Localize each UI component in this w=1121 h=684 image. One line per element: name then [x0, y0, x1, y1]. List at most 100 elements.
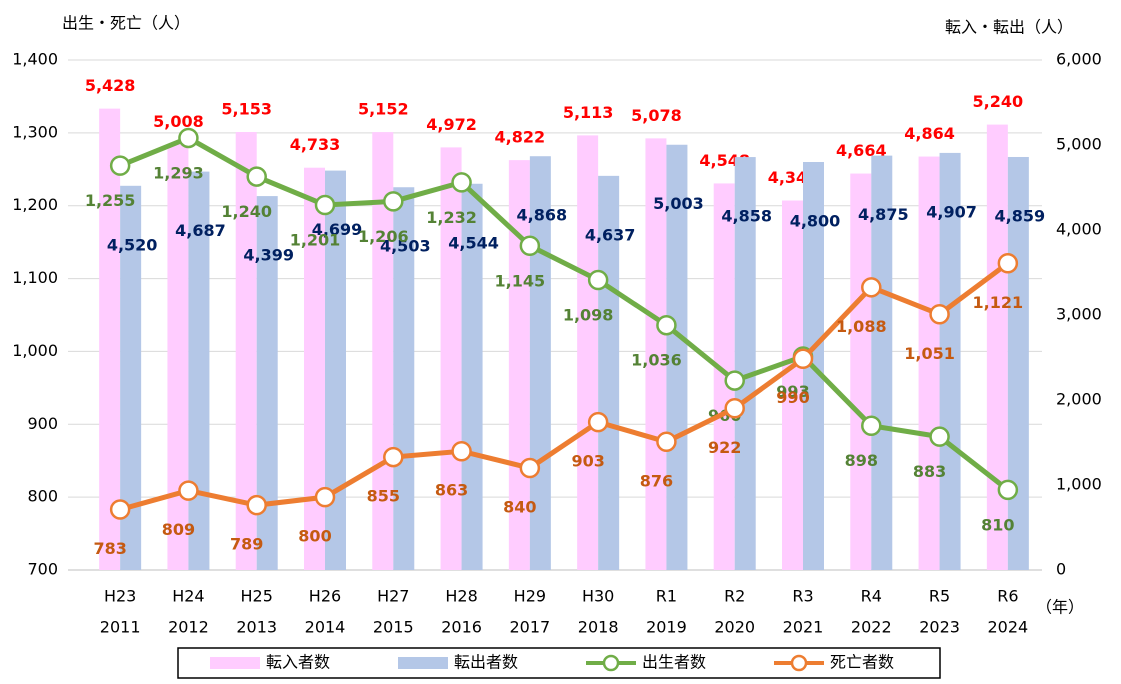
- x-tick-label: H28: [445, 587, 477, 606]
- point: [178, 480, 199, 501]
- data-label: 4,687: [175, 221, 226, 240]
- bar: [393, 187, 415, 570]
- y-tick-label: 1,400: [12, 50, 58, 69]
- y-axis-title: 出生・死亡（人）: [62, 14, 190, 33]
- y-tick-label: 900: [27, 414, 58, 433]
- point: [451, 172, 472, 193]
- point: [519, 457, 541, 479]
- bar: [188, 171, 210, 571]
- x-axis-title: （年）: [1036, 598, 1084, 617]
- y2-tick-label: 2,000: [1056, 390, 1102, 409]
- x-tick-label: 2017: [509, 618, 550, 637]
- data-label: 1,121: [973, 293, 1024, 312]
- bar: [120, 185, 142, 571]
- data-label: 876: [640, 471, 673, 490]
- data-label: 4,503: [380, 237, 431, 256]
- data-label: 5,152: [358, 100, 409, 119]
- bar: [304, 167, 325, 570]
- x-tick-label: H30: [582, 587, 614, 606]
- x-tick-label: R2: [724, 587, 745, 606]
- bar: [235, 131, 257, 570]
- x-tick-label: 2014: [305, 618, 346, 637]
- data-label: 4,637: [585, 225, 636, 244]
- point: [451, 440, 472, 462]
- x-tick-label: H24: [172, 587, 204, 606]
- data-label: 863: [435, 481, 468, 500]
- data-label: 4,800: [790, 212, 841, 231]
- data-label: 903: [571, 452, 604, 471]
- point: [314, 486, 336, 508]
- legend-label: 出生者数: [642, 653, 706, 672]
- data-label: 1,293: [153, 163, 204, 182]
- point: [929, 426, 950, 447]
- point: [724, 370, 745, 391]
- x-tick-label: 2012: [168, 618, 209, 637]
- x-tick-label: H27: [377, 587, 409, 606]
- data-label: 1,088: [836, 317, 887, 336]
- line: [119, 261, 1010, 512]
- data-label: 855: [367, 487, 400, 506]
- y2-axis-title: 転入・転出（人）: [945, 18, 1073, 37]
- data-label: 990: [776, 388, 809, 407]
- x-tick-label: H25: [241, 587, 273, 606]
- data-label: 5,078: [631, 106, 682, 125]
- point: [997, 253, 1019, 274]
- point: [587, 269, 609, 291]
- data-label: 1,098: [563, 306, 614, 325]
- y2-tick-label: 0: [1056, 560, 1066, 579]
- x-tick-label: R6: [997, 587, 1018, 606]
- legend-label: 死亡者数: [830, 653, 894, 672]
- data-label: 5,008: [153, 112, 204, 131]
- x-tick-label: R1: [656, 587, 677, 606]
- data-label: 4,733: [290, 135, 341, 154]
- bar: [918, 156, 940, 570]
- bar: [645, 138, 667, 570]
- data-label: 810: [981, 515, 1014, 534]
- bar: [325, 170, 346, 570]
- data-label: 1,232: [426, 208, 477, 227]
- x-tick-label: R5: [929, 587, 950, 606]
- y-tick-label: 1,200: [12, 195, 58, 214]
- point: [109, 499, 131, 520]
- point: [792, 348, 814, 369]
- bar: [167, 144, 189, 570]
- data-label: 809: [162, 520, 195, 539]
- data-label: 800: [298, 527, 331, 546]
- bar: [440, 147, 462, 570]
- x-tick-label: H26: [309, 587, 341, 606]
- data-label: 840: [503, 498, 536, 517]
- data-label: 4,864: [904, 124, 955, 143]
- x-tick-label: 2022: [851, 618, 892, 637]
- data-label: 1,240: [221, 202, 272, 221]
- bar: [666, 144, 688, 570]
- data-label: 1,255: [85, 191, 136, 210]
- bar: [986, 124, 1008, 570]
- point: [997, 479, 1019, 501]
- data-label: 4,664: [836, 141, 887, 160]
- data-label: 898: [845, 451, 878, 470]
- data-label: 4,699: [312, 220, 363, 239]
- legend-label: 転入者数: [266, 653, 330, 672]
- legend-swatch: [790, 654, 808, 672]
- data-label: 1,036: [631, 351, 682, 370]
- bar: [461, 183, 483, 570]
- data-label: 1,206: [358, 227, 409, 246]
- line: [119, 135, 1010, 492]
- bar: [850, 173, 872, 570]
- point: [587, 411, 609, 433]
- legend-swatch: [210, 657, 260, 669]
- y-tick-label: 1,000: [12, 341, 58, 360]
- point: [929, 304, 950, 325]
- y2-tick-label: 5,000: [1056, 135, 1102, 154]
- y2-tick-label: 6,000: [1056, 50, 1102, 69]
- y-tick-label: 800: [27, 487, 58, 506]
- data-label: 883: [913, 462, 946, 481]
- data-label: 4,858: [721, 207, 772, 226]
- x-tick-label: H23: [104, 587, 136, 606]
- data-label: 993: [776, 382, 809, 401]
- data-label: 783: [93, 539, 126, 558]
- data-label: 1,145: [495, 271, 546, 290]
- data-label: 4,907: [926, 202, 977, 221]
- data-label: 5,113: [563, 103, 614, 122]
- bar: [577, 135, 599, 570]
